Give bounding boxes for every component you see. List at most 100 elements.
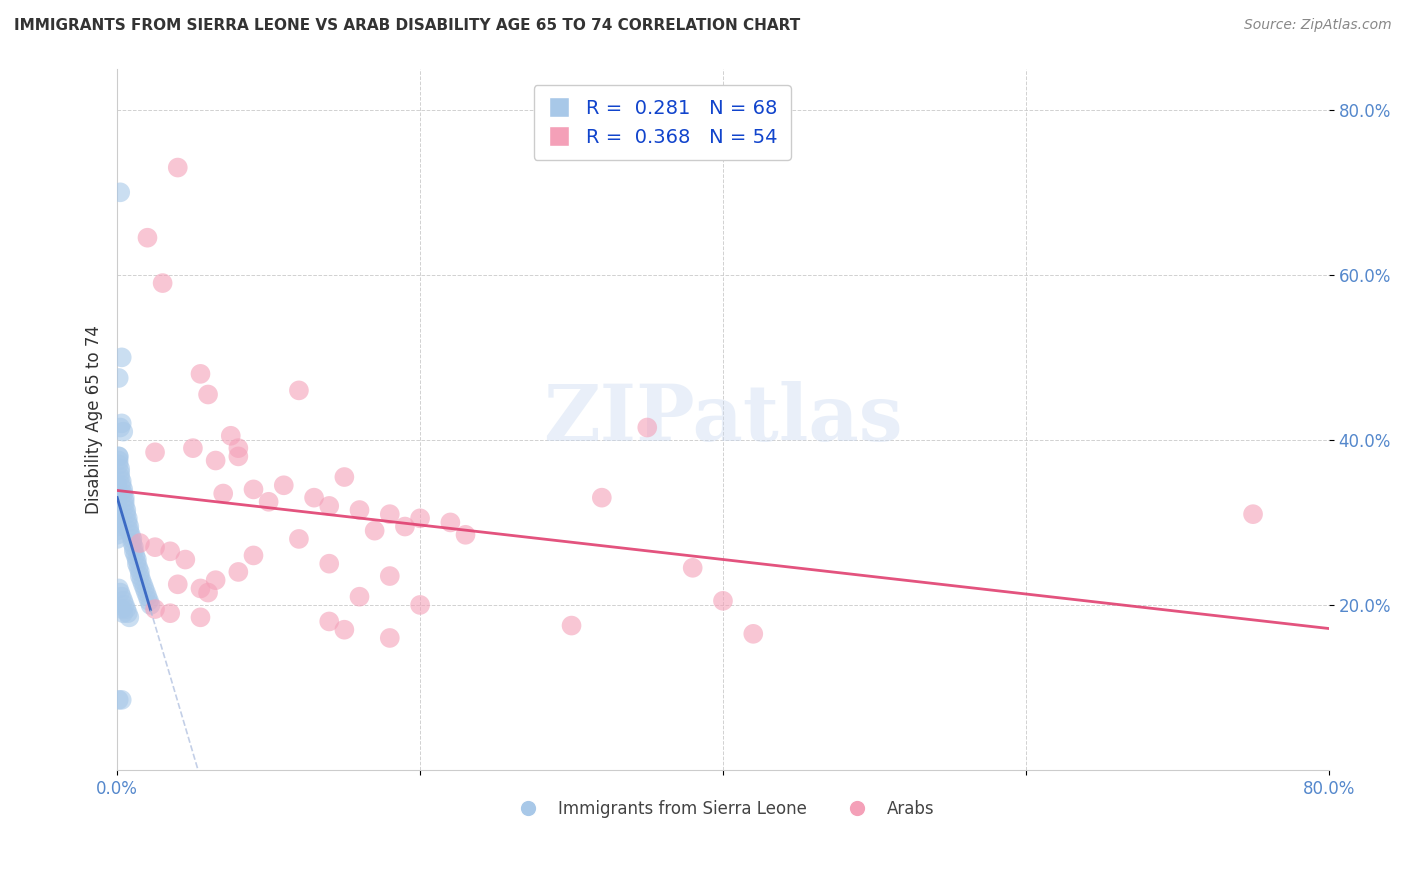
Point (105, 491, 128, 505)
Point (711, 594, 734, 608)
Point (288, 384, 311, 398)
Point (166, 577, 188, 591)
Point (190, 367, 212, 381)
Point (111, 693, 134, 707)
Point (107, 450, 129, 464)
Point (378, 507, 401, 521)
Point (152, 276, 174, 290)
Point (117, 516, 139, 530)
Point (454, 528, 477, 542)
Point (318, 557, 340, 571)
Point (273, 478, 295, 492)
Text: Source: ZipAtlas.com: Source: ZipAtlas.com (1244, 18, 1392, 32)
Point (134, 582, 156, 596)
Point (125, 557, 148, 571)
Point (204, 573, 226, 587)
Point (114, 491, 136, 505)
Point (136, 230, 159, 244)
Point (110, 462, 132, 476)
Point (118, 610, 141, 624)
Point (333, 623, 356, 637)
Point (112, 425, 135, 439)
Point (114, 495, 136, 509)
Point (636, 420, 658, 434)
Point (117, 606, 139, 620)
Point (242, 549, 264, 563)
Point (143, 445, 166, 459)
Point (111, 417, 134, 431)
Point (117, 511, 139, 525)
Point (110, 585, 132, 599)
Point (112, 483, 135, 497)
Point (129, 536, 152, 550)
Point (111, 590, 134, 604)
Point (349, 590, 371, 604)
Point (105, 528, 128, 542)
Point (132, 577, 155, 591)
Point (105, 495, 128, 509)
Point (111, 602, 134, 616)
Point (107, 371, 129, 385)
Point (122, 544, 145, 558)
Point (110, 470, 132, 484)
Point (190, 582, 212, 596)
Point (212, 486, 235, 500)
Point (219, 429, 242, 443)
Point (181, 441, 204, 455)
Y-axis label: Disability Age 65 to 74: Disability Age 65 to 74 (86, 325, 103, 514)
Point (115, 602, 138, 616)
Point (111, 474, 134, 488)
Point (112, 594, 135, 608)
Text: ZIPatlas: ZIPatlas (543, 381, 903, 458)
Point (105, 478, 128, 492)
Point (125, 552, 148, 566)
Point (682, 561, 704, 575)
Point (110, 186, 132, 200)
Point (288, 532, 311, 546)
Point (318, 499, 340, 513)
Point (166, 161, 188, 175)
Point (228, 450, 250, 464)
Point (333, 470, 356, 484)
Point (228, 441, 250, 455)
Point (378, 569, 401, 583)
Point (204, 453, 226, 467)
Point (107, 453, 129, 467)
Point (107, 693, 129, 707)
Point (257, 495, 280, 509)
Point (742, 627, 765, 641)
Point (105, 516, 128, 530)
Point (302, 491, 325, 505)
Point (197, 387, 219, 401)
Point (143, 602, 166, 616)
Point (110, 420, 132, 434)
Point (1241, 507, 1264, 521)
Point (363, 524, 385, 538)
Point (143, 540, 166, 554)
Point (110, 466, 132, 480)
Point (378, 631, 401, 645)
Point (107, 582, 129, 596)
Point (174, 552, 197, 566)
Point (107, 450, 129, 464)
Point (159, 544, 181, 558)
Point (131, 573, 153, 587)
Point (190, 610, 212, 624)
Point (112, 486, 135, 500)
Point (591, 491, 613, 505)
Text: IMMIGRANTS FROM SIERRA LEONE VS ARAB DISABILITY AGE 65 TO 74 CORRELATION CHART: IMMIGRANTS FROM SIERRA LEONE VS ARAB DIS… (14, 18, 800, 33)
Point (129, 569, 152, 583)
Point (135, 585, 157, 599)
Point (394, 519, 416, 533)
Point (197, 585, 219, 599)
Point (560, 618, 582, 632)
Point (349, 503, 371, 517)
Point (105, 486, 128, 500)
Point (409, 598, 432, 612)
Point (228, 565, 250, 579)
Point (111, 351, 134, 365)
Point (127, 561, 149, 575)
Point (318, 615, 340, 629)
Point (159, 606, 181, 620)
Point (105, 507, 128, 521)
